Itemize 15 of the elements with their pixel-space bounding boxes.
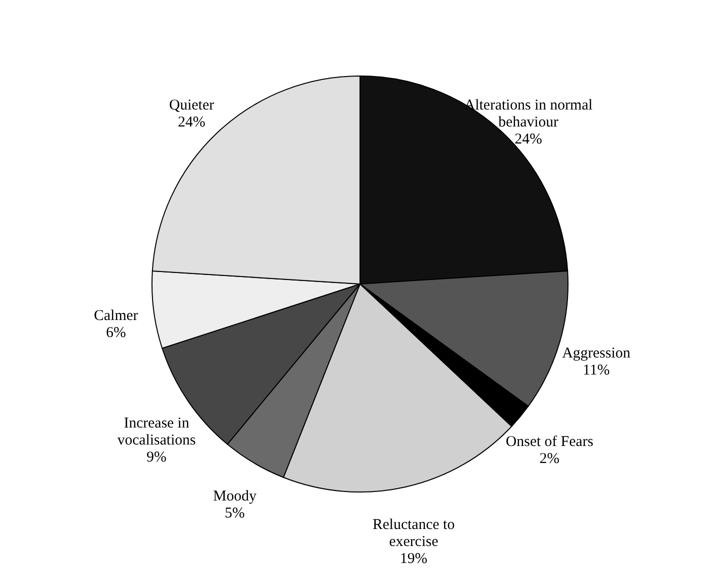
slice-label: Moody — [213, 488, 257, 505]
data-label: 9% — [146, 449, 167, 466]
slice-label: Increase in vocalisations — [117, 415, 196, 448]
data-label: 24% — [514, 132, 542, 148]
data-label: 24% — [178, 114, 206, 131]
slice-label: Onset of Fears — [506, 434, 594, 450]
slice-label: Quieter — [169, 98, 214, 114]
data-label: 6% — [106, 324, 126, 341]
data-label: 19% — [400, 551, 428, 568]
slice-label: Reluctance to exercise — [372, 517, 455, 550]
data-label: 5% — [224, 506, 245, 522]
slice-label: Aggression — [562, 346, 631, 362]
data-label: 11% — [582, 362, 610, 379]
slice-label: Calmer — [94, 308, 138, 324]
data-label: 2% — [540, 450, 560, 467]
